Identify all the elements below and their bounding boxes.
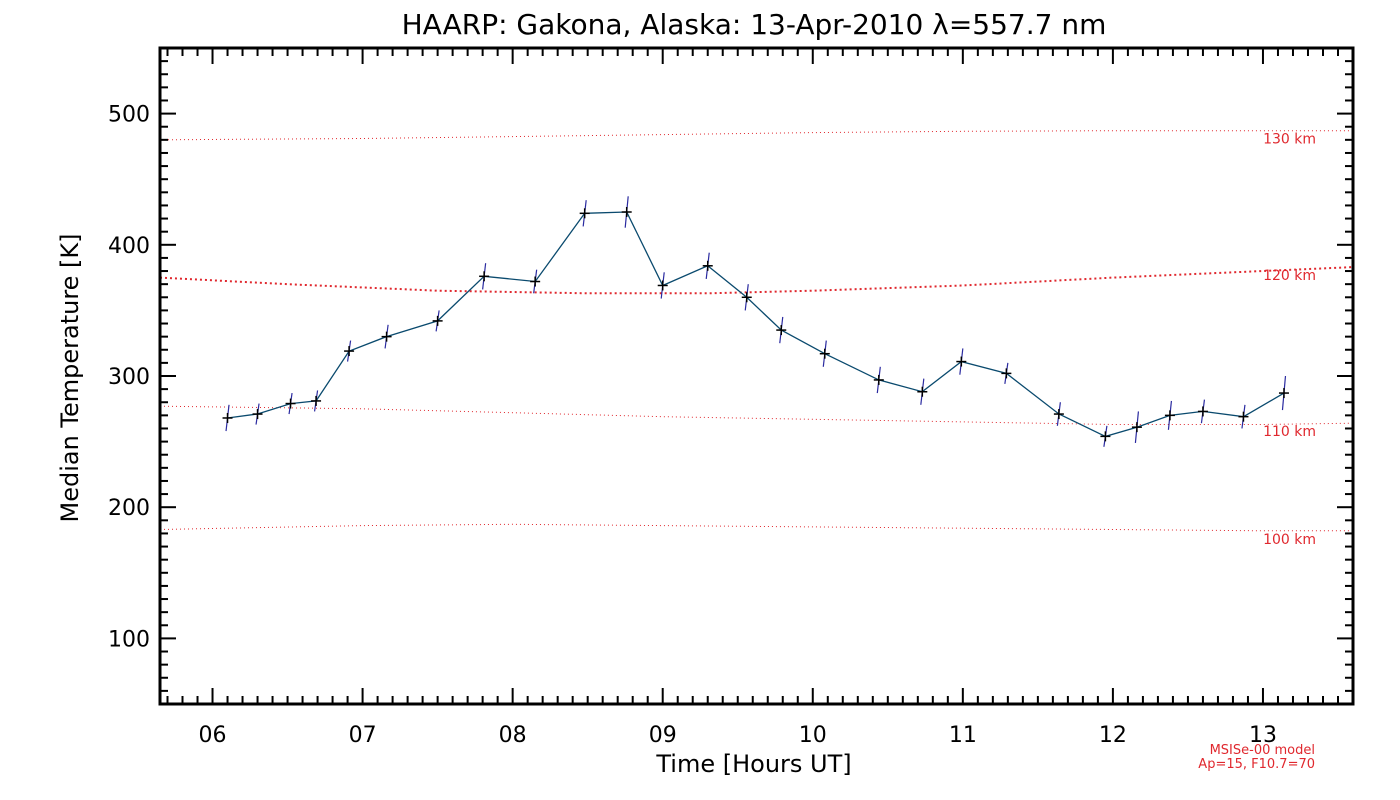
- axis-ticks: 06 07 08 09 10 11 12 13 100 200 300 400 500: [108, 47, 1354, 748]
- data-point-15: [819, 348, 830, 359]
- data-point-21: [1100, 431, 1111, 442]
- data-point-1: [252, 409, 263, 420]
- data-point-24: [1197, 406, 1208, 417]
- y-tick-label-2: 300: [108, 365, 150, 390]
- data-point-12: [702, 260, 713, 271]
- x-tick-label-7: 13: [1249, 723, 1277, 748]
- data-point-19: [1001, 368, 1012, 379]
- x-tick-label-5: 11: [949, 723, 977, 748]
- model-params-note: Ap=15, F10.7=70: [1198, 757, 1315, 772]
- data-point-3: [311, 395, 322, 406]
- y-tick-label-4: 500: [108, 103, 150, 128]
- model-curve-1: [159, 266, 1354, 295]
- data-point-23: [1164, 410, 1175, 421]
- data-point-10: [621, 207, 632, 217]
- data-point-17: [917, 386, 928, 397]
- plot-frame: [158, 46, 1355, 706]
- model-label-0: 130 km: [1263, 132, 1316, 148]
- model-curve-0: [159, 130, 1353, 141]
- x-tick-label-0: 06: [199, 723, 227, 748]
- data-series: [222, 196, 1289, 447]
- model-note: MSISe-00 model: [1210, 743, 1315, 758]
- model-label-1: 120 km: [1263, 268, 1316, 284]
- y-tick-label-3: 400: [108, 234, 150, 259]
- data-point-11: [657, 280, 668, 291]
- data-point-13: [741, 292, 752, 303]
- series-line-0: [227, 211, 1285, 438]
- x-tick-label-3: 09: [649, 723, 677, 748]
- data-point-8: [530, 276, 541, 287]
- model-label-2: 110 km: [1263, 424, 1316, 440]
- data-point-25: [1238, 411, 1249, 422]
- data-point-0: [222, 412, 233, 423]
- data-point-4: [344, 346, 355, 357]
- x-tick-label-6: 12: [1099, 723, 1127, 748]
- data-point-6: [432, 315, 443, 326]
- data-point-5: [381, 331, 392, 342]
- data-point-18: [956, 356, 967, 367]
- data-point-16: [873, 374, 884, 385]
- x-tick-label-1: 07: [349, 723, 377, 748]
- model-curve-2: [159, 405, 1354, 425]
- data-point-9: [579, 208, 590, 219]
- x-axis-label: Time [Hours UT]: [655, 750, 851, 778]
- model-label-3: 100 km: [1263, 532, 1316, 548]
- chart-title: HAARP: Gakona, Alaska: 13-Apr-2010 λ=557…: [402, 8, 1107, 41]
- data-point-7: [479, 271, 490, 282]
- x-tick-label-4: 10: [799, 723, 827, 748]
- y-tick-label-1: 200: [108, 496, 150, 521]
- model-curve-3: [159, 523, 1353, 532]
- y-axis-label: Median Temperature [K]: [56, 233, 84, 522]
- data-point-20: [1053, 409, 1064, 420]
- data-point-14: [776, 325, 787, 336]
- y-tick-label-0: 100: [108, 627, 150, 652]
- model-curves: 130 km 120 km 110 km 100 km: [159, 130, 1354, 548]
- data-point-2: [285, 398, 296, 409]
- data-point-22: [1131, 422, 1142, 433]
- data-point-26: [1278, 388, 1289, 399]
- x-tick-label-2: 08: [499, 723, 527, 748]
